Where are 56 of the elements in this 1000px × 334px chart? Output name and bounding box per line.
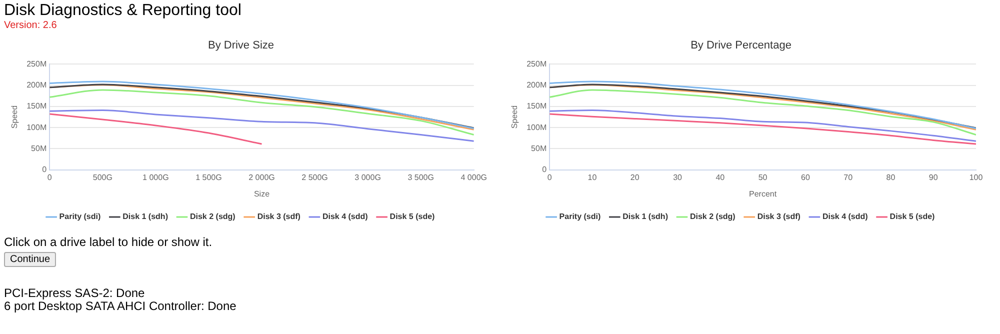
y-tick-label: 0	[42, 165, 48, 174]
x-tick-label: 40	[716, 172, 726, 182]
chart-title: By Drive Size	[208, 40, 274, 52]
x-tick-label: 2 500G	[302, 172, 328, 182]
y-axis-title: Speed	[510, 105, 520, 129]
y-tick-label: 50M	[31, 144, 47, 153]
legend-label: Parity (sdi)	[559, 212, 601, 222]
y-tick-label: 250M	[526, 59, 547, 68]
x-tick-label: 50	[758, 172, 768, 182]
x-tick-label: 4 000G	[460, 172, 488, 182]
legend-label: Disk 2 (sdg)	[690, 212, 736, 222]
line-series	[50, 113, 262, 145]
x-tick-label: 30	[673, 172, 683, 182]
x-tick-label: 80	[886, 172, 896, 182]
legend-label: Disk 4 (sdd)	[322, 212, 368, 222]
text: Version: 2.6	[4, 20, 58, 31]
x-tick-label: 100	[969, 172, 984, 182]
y-tick-label: 250M	[26, 59, 47, 68]
x-tick-label: 1 500G	[196, 172, 222, 182]
legend-label: Parity (sdi)	[59, 212, 101, 222]
legend-label: Disk 1 (sdh)	[622, 212, 668, 222]
y-tick-label: 150M	[26, 102, 47, 111]
y-axis-title: Speed	[10, 105, 20, 129]
text: PCI-Express SAS-2: Done	[4, 286, 146, 300]
x-tick-label: 500G	[92, 172, 112, 182]
legend-label: Disk 5 (sde)	[390, 212, 436, 222]
text: Click on a drive label to hide or show it.	[4, 235, 214, 249]
x-tick-label: 10	[588, 172, 598, 182]
text: 6 port Desktop SATA AHCI Controller: Done	[4, 299, 238, 313]
legend-label: Disk 5 (sde)	[890, 212, 936, 222]
continue-button: Continue	[4, 252, 56, 267]
x-axis-title: Size	[254, 189, 270, 198]
y-tick-label: 100M	[526, 122, 547, 132]
legend-label: Disk 2 (sdg)	[190, 212, 236, 222]
y-tick-label: 0	[542, 165, 548, 174]
text: Disk Diagnostics & Reporting tool	[4, 2, 242, 20]
x-tick-label: 3 000G	[354, 172, 381, 182]
legend-label: Disk 3 (sdf)	[757, 212, 801, 222]
x-tick-label: 2 000G	[248, 172, 275, 182]
y-tick-label: 50M	[531, 144, 547, 153]
y-tick-label: 200M	[26, 80, 47, 90]
x-tick-label: 60	[800, 172, 810, 182]
x-tick-label: 70	[844, 172, 854, 182]
x-tick-label: 90	[928, 172, 938, 182]
x-tick-label: 3 500G	[408, 172, 434, 182]
legend-label: Disk 4 (sdd)	[822, 212, 868, 222]
x-axis-title: Percent	[749, 189, 778, 198]
legend-label: Disk 3 (sdf)	[257, 212, 301, 222]
x-tick-label: 1 000G	[142, 172, 169, 182]
y-tick-label: 200M	[526, 80, 547, 90]
line-series	[50, 109, 474, 142]
y-tick-label: 150M	[526, 102, 547, 111]
chart-title: By Drive Percentage	[690, 40, 792, 52]
legend-label: Disk 1 (sdh)	[122, 212, 168, 222]
y-tick-label: 100M	[26, 122, 47, 132]
x-tick-label: 20	[630, 172, 640, 182]
